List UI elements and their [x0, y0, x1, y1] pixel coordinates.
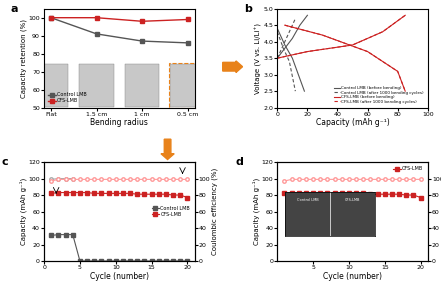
- Control LMB: [99, 259, 104, 263]
- CFS-LMB: [113, 192, 118, 195]
- CFS-LMB: [303, 191, 309, 194]
- CFS-LMB: [418, 196, 423, 199]
- CFS-LMB: [375, 193, 380, 196]
- CFS-LMB: [156, 193, 161, 196]
- Control LMB: [156, 259, 161, 263]
- CFS-LMB: [84, 191, 90, 194]
- X-axis label: Bending radius: Bending radius: [90, 118, 148, 127]
- CFS-LMB: [77, 191, 82, 194]
- CFS-LMB: [361, 192, 366, 195]
- X-axis label: Cycle (number): Cycle (number): [323, 271, 382, 280]
- Line: Control LMB: Control LMB: [49, 233, 189, 263]
- CFS-LMB: [368, 193, 373, 196]
- Control LMB: [135, 259, 140, 263]
- Text: c: c: [2, 157, 8, 167]
- CFS-LMB: [354, 192, 359, 195]
- Control LMB: [63, 233, 68, 236]
- CFS-LMB: [411, 193, 416, 197]
- Control LMB: [120, 259, 126, 263]
- CFS-LMB: [185, 196, 190, 199]
- Control LMB: [142, 259, 147, 263]
- CFS-LMB: [310, 191, 316, 194]
- CFS-LMB: [318, 191, 323, 194]
- FancyBboxPatch shape: [34, 64, 68, 107]
- Legend: Control LMB, CFS-LMB: Control LMB, CFS-LMB: [47, 90, 89, 105]
- Text: d: d: [235, 157, 243, 167]
- Control LMB: [106, 259, 111, 263]
- CFS-LMB: [139, 19, 145, 23]
- CFS-LMB: [49, 16, 54, 19]
- CFS-LMB: [296, 191, 302, 194]
- CFS-LMB: [404, 193, 409, 197]
- Control LMB: [49, 16, 54, 19]
- Control LMB: [163, 259, 168, 263]
- CFS-LMB: [63, 191, 68, 194]
- Control LMB: [49, 234, 54, 237]
- CFS-LMB: [142, 193, 147, 196]
- Line: CFS-LMB: CFS-LMB: [283, 191, 422, 199]
- Legend: CFS-LMB: CFS-LMB: [392, 164, 425, 173]
- CFS-LMB: [339, 192, 344, 195]
- CFS-LMB: [49, 192, 54, 195]
- Y-axis label: Capacity (mAh g⁻¹): Capacity (mAh g⁻¹): [19, 178, 27, 245]
- Control LMB: [149, 259, 154, 263]
- CFS-LMB: [163, 193, 168, 196]
- Control LMB: [77, 259, 82, 263]
- Control LMB: [92, 259, 97, 263]
- CFS-LMB: [170, 193, 176, 197]
- CFS-LMB: [99, 192, 104, 195]
- Control LMB: [113, 259, 118, 263]
- CFS-LMB: [120, 192, 126, 195]
- Control LMB: [127, 259, 133, 263]
- CFS-LMB: [94, 16, 99, 19]
- CFS-LMB: [332, 192, 337, 195]
- Text: b: b: [244, 4, 252, 14]
- Control LMB: [70, 233, 75, 236]
- X-axis label: Cycle (number): Cycle (number): [90, 271, 149, 280]
- Line: Control LMB: Control LMB: [49, 16, 190, 45]
- CFS-LMB: [56, 191, 61, 194]
- CFS-LMB: [149, 193, 154, 196]
- Y-axis label: Capacity (mAh g⁻¹): Capacity (mAh g⁻¹): [253, 178, 260, 245]
- CFS-LMB: [92, 192, 97, 195]
- CFS-LMB: [346, 192, 351, 195]
- CFS-LMB: [382, 193, 388, 196]
- CFS-LMB: [178, 193, 183, 197]
- CFS-LMB: [70, 191, 75, 194]
- Y-axis label: Coulombic efficiency (%): Coulombic efficiency (%): [212, 168, 218, 255]
- Control LMB: [185, 41, 191, 45]
- Text: a: a: [11, 4, 19, 14]
- Line: CFS-LMB: CFS-LMB: [49, 16, 190, 23]
- Control LMB: [170, 259, 176, 263]
- X-axis label: Capacity (mAh g⁻¹): Capacity (mAh g⁻¹): [316, 118, 389, 127]
- CFS-LMB: [325, 192, 330, 195]
- Y-axis label: Capacity retention (%): Capacity retention (%): [20, 19, 27, 98]
- Legend: Control LMB (before bending), Control LMB (after 1000 bending cycles), CFS-LMB (: Control LMB (before bending), Control LM…: [332, 84, 426, 106]
- CFS-LMB: [289, 191, 294, 194]
- Control LMB: [94, 32, 99, 36]
- Control LMB: [84, 259, 90, 263]
- CFS-LMB: [106, 192, 111, 195]
- CFS-LMB: [127, 192, 133, 195]
- Control LMB: [185, 259, 190, 263]
- FancyBboxPatch shape: [79, 64, 114, 107]
- Legend: Control LMB, CFS-LMB: Control LMB, CFS-LMB: [150, 204, 192, 219]
- CFS-LMB: [396, 193, 402, 196]
- CFS-LMB: [185, 18, 191, 21]
- CFS-LMB: [389, 193, 395, 196]
- Line: CFS-LMB: CFS-LMB: [49, 191, 189, 199]
- CFS-LMB: [282, 192, 287, 195]
- Control LMB: [139, 39, 145, 43]
- Control LMB: [56, 233, 61, 236]
- CFS-LMB: [135, 193, 140, 196]
- FancyBboxPatch shape: [125, 64, 160, 107]
- Y-axis label: Voltage (V vs. Li/Li⁺): Voltage (V vs. Li/Li⁺): [254, 23, 262, 94]
- Control LMB: [178, 259, 183, 263]
- FancyBboxPatch shape: [170, 64, 205, 107]
